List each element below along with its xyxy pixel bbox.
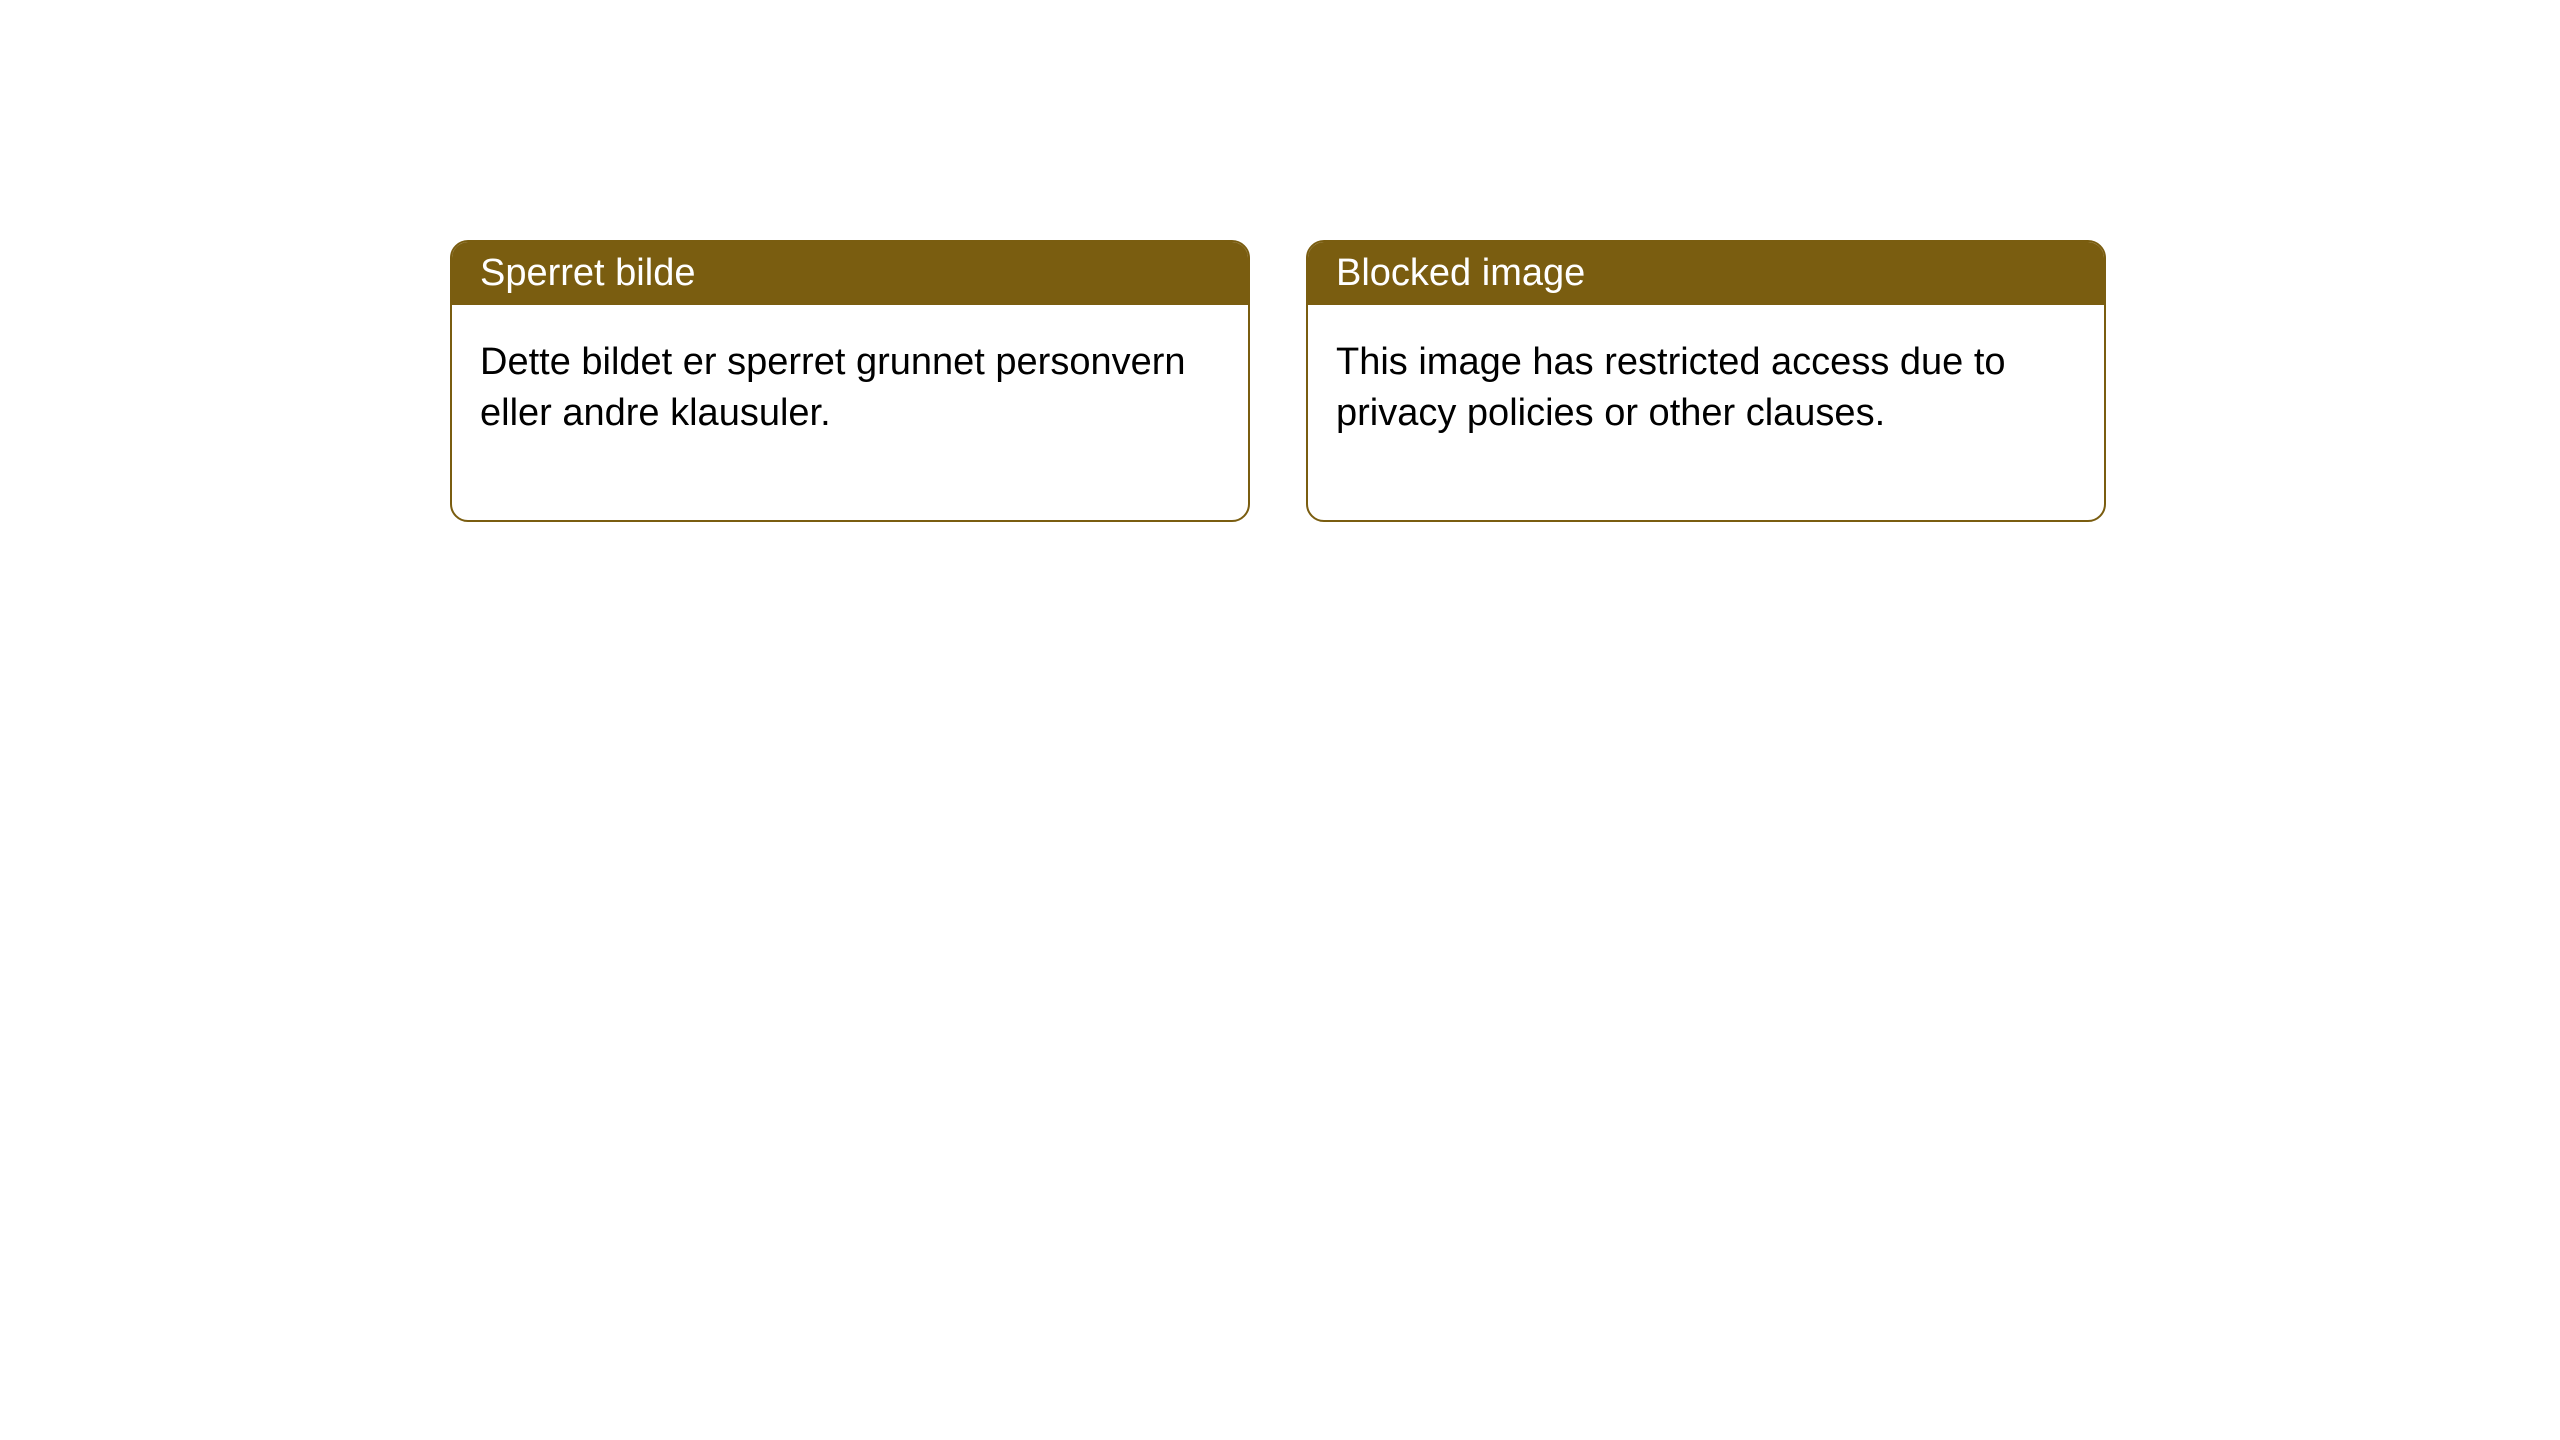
notice-header: Blocked image: [1308, 242, 2104, 305]
notice-body: Dette bildet er sperret grunnet personve…: [452, 305, 1248, 520]
notice-header: Sperret bilde: [452, 242, 1248, 305]
notice-card-norwegian: Sperret bilde Dette bildet er sperret gr…: [450, 240, 1250, 522]
notice-container: Sperret bilde Dette bildet er sperret gr…: [450, 240, 2106, 522]
notice-card-english: Blocked image This image has restricted …: [1306, 240, 2106, 522]
notice-body: This image has restricted access due to …: [1308, 305, 2104, 520]
